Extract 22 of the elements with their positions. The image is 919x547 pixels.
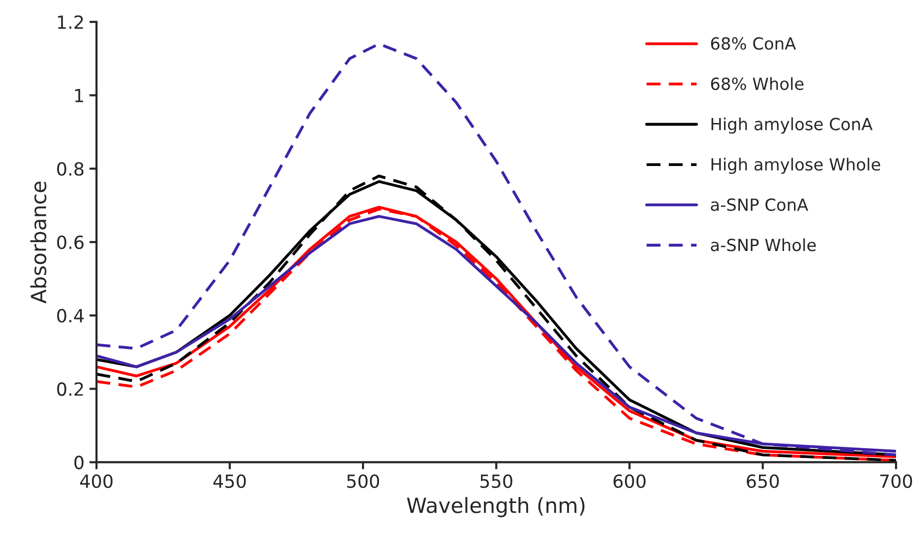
- legend-label: 68% ConA: [711, 37, 796, 50]
- legend-label: 68% Whole: [711, 77, 804, 90]
- legend-label: High amylose ConA: [712, 117, 873, 134]
- x-tick-label: 600: [614, 474, 646, 488]
- x-tick-label: 500: [347, 474, 380, 488]
- legend-label: High amylose Whole: [712, 158, 880, 174]
- y-tick-label: 0: [74, 456, 84, 470]
- legend-label: a-SNP ConA: [710, 198, 808, 211]
- y-tick-label: 0.2: [57, 382, 83, 396]
- y-tick-label: 1.2: [58, 15, 83, 29]
- x-tick-label: 650: [746, 474, 779, 488]
- y-tick-label: 0.6: [57, 236, 84, 250]
- x-axis-title: Wavelength (nm): [406, 497, 584, 518]
- y-tick-label: 0.4: [57, 308, 84, 323]
- legend-label: a-SNP Whole: [710, 238, 816, 252]
- y-axis-title: Absorbance: [30, 182, 46, 304]
- x-tick-label: 400: [80, 474, 113, 488]
- x-tick-label: 700: [880, 474, 912, 488]
- x-tick-label: 550: [480, 474, 512, 488]
- x-tick-label: 450: [213, 474, 246, 488]
- y-tick-label: 0.8: [57, 162, 84, 176]
- y-tick-label: 1: [75, 88, 84, 102]
